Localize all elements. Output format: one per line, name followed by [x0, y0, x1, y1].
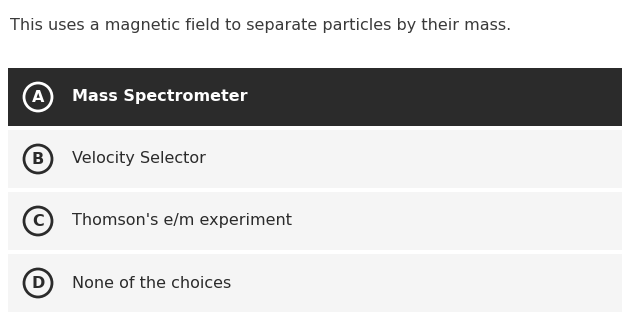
- Text: Mass Spectrometer: Mass Spectrometer: [72, 89, 248, 105]
- Text: D: D: [32, 275, 45, 291]
- Text: B: B: [32, 152, 44, 166]
- Text: Thomson's e/m experiment: Thomson's e/m experiment: [72, 213, 292, 228]
- Text: This uses a magnetic field to separate particles by their mass.: This uses a magnetic field to separate p…: [10, 18, 512, 33]
- Text: Velocity Selector: Velocity Selector: [72, 152, 206, 166]
- Text: C: C: [32, 213, 44, 228]
- FancyBboxPatch shape: [8, 68, 622, 126]
- FancyBboxPatch shape: [8, 192, 622, 250]
- FancyBboxPatch shape: [8, 254, 622, 312]
- Text: None of the choices: None of the choices: [72, 275, 231, 291]
- Text: A: A: [32, 89, 44, 105]
- FancyBboxPatch shape: [8, 130, 622, 188]
